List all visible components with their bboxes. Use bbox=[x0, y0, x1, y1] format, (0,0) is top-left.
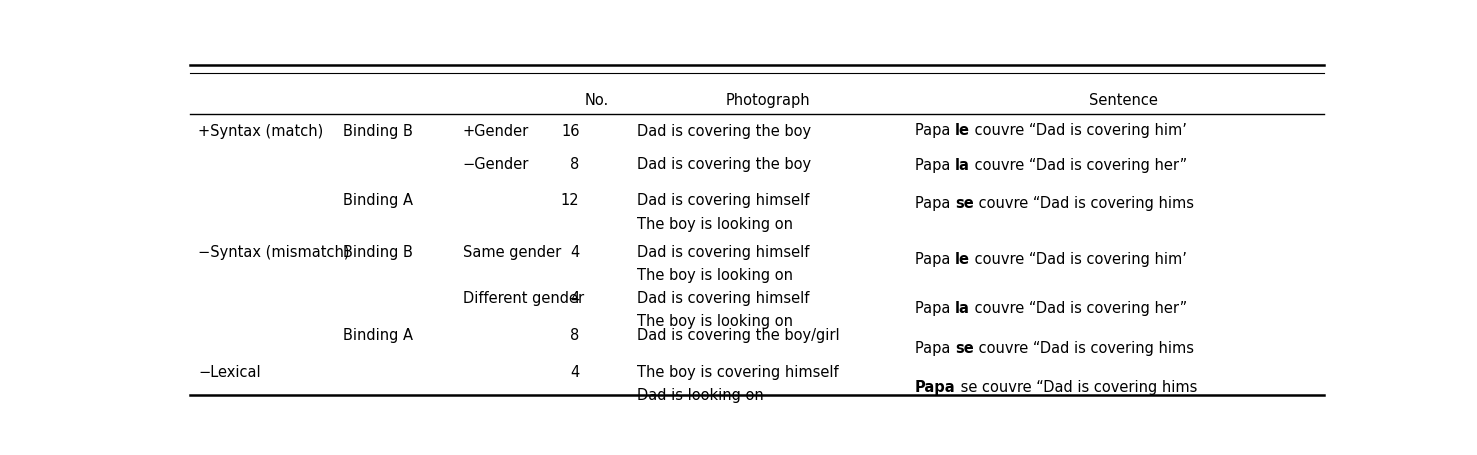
Text: Different gender: Different gender bbox=[462, 290, 583, 305]
Text: The boy is looking on: The boy is looking on bbox=[637, 313, 793, 329]
Text: Papa: Papa bbox=[914, 251, 956, 266]
Text: Dad is covering the boy: Dad is covering the boy bbox=[637, 124, 811, 139]
Text: couvre “Dad is covering him’: couvre “Dad is covering him’ bbox=[970, 251, 1188, 266]
Text: couvre “Dad is covering her”: couvre “Dad is covering her” bbox=[970, 157, 1188, 172]
Text: 4: 4 bbox=[570, 364, 579, 379]
Text: Papa: Papa bbox=[914, 196, 956, 211]
Text: 4: 4 bbox=[570, 244, 579, 259]
Text: le: le bbox=[956, 251, 970, 266]
Text: Binding B: Binding B bbox=[343, 244, 412, 259]
Text: Papa: Papa bbox=[914, 122, 956, 137]
Text: Dad is covering himself: Dad is covering himself bbox=[637, 244, 809, 259]
Text: couvre “Dad is covering him’: couvre “Dad is covering him’ bbox=[970, 122, 1188, 137]
Text: Binding B: Binding B bbox=[343, 124, 412, 139]
Text: Papa: Papa bbox=[914, 340, 956, 355]
Text: couvre “Dad is covering her”: couvre “Dad is covering her” bbox=[970, 300, 1188, 315]
Text: Binding A: Binding A bbox=[343, 328, 412, 343]
Text: 12: 12 bbox=[561, 193, 579, 208]
Text: The boy is looking on: The boy is looking on bbox=[637, 268, 793, 283]
Text: Papa: Papa bbox=[914, 157, 956, 172]
Text: −Syntax (mismatch): −Syntax (mismatch) bbox=[198, 244, 350, 259]
Text: +Syntax (match): +Syntax (match) bbox=[198, 124, 323, 139]
Text: 8: 8 bbox=[570, 157, 579, 172]
Text: couvre “Dad is covering hims: couvre “Dad is covering hims bbox=[973, 196, 1193, 211]
Text: −Gender: −Gender bbox=[462, 157, 529, 172]
Text: 4: 4 bbox=[570, 290, 579, 305]
Text: Same gender: Same gender bbox=[462, 244, 561, 259]
Text: Photograph: Photograph bbox=[727, 93, 811, 108]
Text: Papa: Papa bbox=[914, 379, 956, 394]
Text: Papa: Papa bbox=[914, 300, 956, 315]
Text: la: la bbox=[956, 157, 970, 172]
Text: le: le bbox=[956, 122, 970, 137]
Text: No.: No. bbox=[585, 93, 609, 108]
Text: se: se bbox=[956, 340, 973, 355]
Text: se: se bbox=[956, 196, 973, 211]
Text: la: la bbox=[956, 300, 970, 315]
Text: The boy is looking on: The boy is looking on bbox=[637, 217, 793, 231]
Text: +Gender: +Gender bbox=[462, 124, 529, 139]
Text: Dad is covering himself: Dad is covering himself bbox=[637, 193, 809, 208]
Text: couvre “Dad is covering hims: couvre “Dad is covering hims bbox=[973, 340, 1193, 355]
Text: 8: 8 bbox=[570, 328, 579, 343]
Text: −Lexical: −Lexical bbox=[198, 364, 261, 379]
Text: 16: 16 bbox=[561, 124, 579, 139]
Text: Dad is looking on: Dad is looking on bbox=[637, 387, 764, 402]
Text: Binding A: Binding A bbox=[343, 193, 412, 208]
Text: Dad is covering the boy: Dad is covering the boy bbox=[637, 157, 811, 172]
Text: The boy is covering himself: The boy is covering himself bbox=[637, 364, 839, 379]
Text: Dad is covering himself: Dad is covering himself bbox=[637, 290, 809, 305]
Text: Dad is covering the boy/girl: Dad is covering the boy/girl bbox=[637, 328, 839, 343]
Text: se couvre “Dad is covering hims: se couvre “Dad is covering hims bbox=[956, 379, 1196, 394]
Text: Sentence: Sentence bbox=[1089, 93, 1158, 108]
